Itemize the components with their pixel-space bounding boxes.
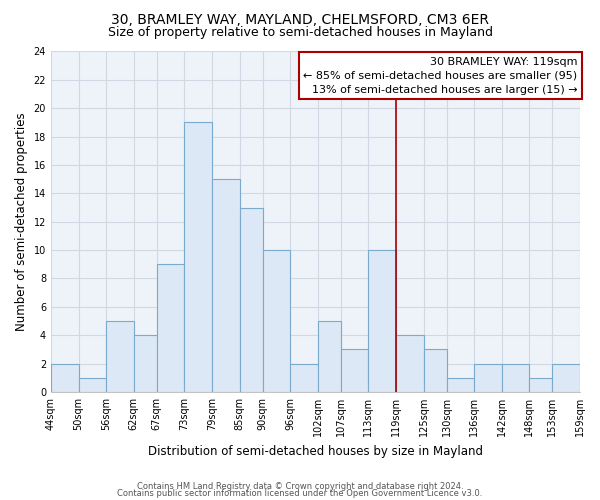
Bar — [368, 250, 396, 392]
Bar — [79, 378, 106, 392]
Bar — [446, 378, 474, 392]
Text: 30 BRAMLEY WAY: 119sqm
← 85% of semi-detached houses are smaller (95)
13% of sem: 30 BRAMLEY WAY: 119sqm ← 85% of semi-det… — [303, 56, 577, 94]
Bar — [263, 250, 290, 392]
Bar — [396, 335, 424, 392]
Bar — [290, 364, 318, 392]
Text: 30, BRAMLEY WAY, MAYLAND, CHELMSFORD, CM3 6ER: 30, BRAMLEY WAY, MAYLAND, CHELMSFORD, CM… — [111, 12, 489, 26]
Bar — [184, 122, 212, 392]
Bar — [474, 364, 502, 392]
Bar — [424, 350, 446, 392]
Bar — [106, 321, 134, 392]
Bar — [212, 179, 239, 392]
Bar — [529, 378, 553, 392]
Y-axis label: Number of semi-detached properties: Number of semi-detached properties — [15, 112, 28, 331]
Bar — [341, 350, 368, 392]
X-axis label: Distribution of semi-detached houses by size in Mayland: Distribution of semi-detached houses by … — [148, 444, 483, 458]
Text: Contains public sector information licensed under the Open Government Licence v3: Contains public sector information licen… — [118, 489, 482, 498]
Bar — [502, 364, 529, 392]
Bar — [553, 364, 580, 392]
Bar — [239, 208, 263, 392]
Text: Contains HM Land Registry data © Crown copyright and database right 2024.: Contains HM Land Registry data © Crown c… — [137, 482, 463, 491]
Text: Size of property relative to semi-detached houses in Mayland: Size of property relative to semi-detach… — [107, 26, 493, 39]
Bar — [318, 321, 341, 392]
Bar — [51, 364, 79, 392]
Bar — [157, 264, 184, 392]
Bar — [134, 335, 157, 392]
